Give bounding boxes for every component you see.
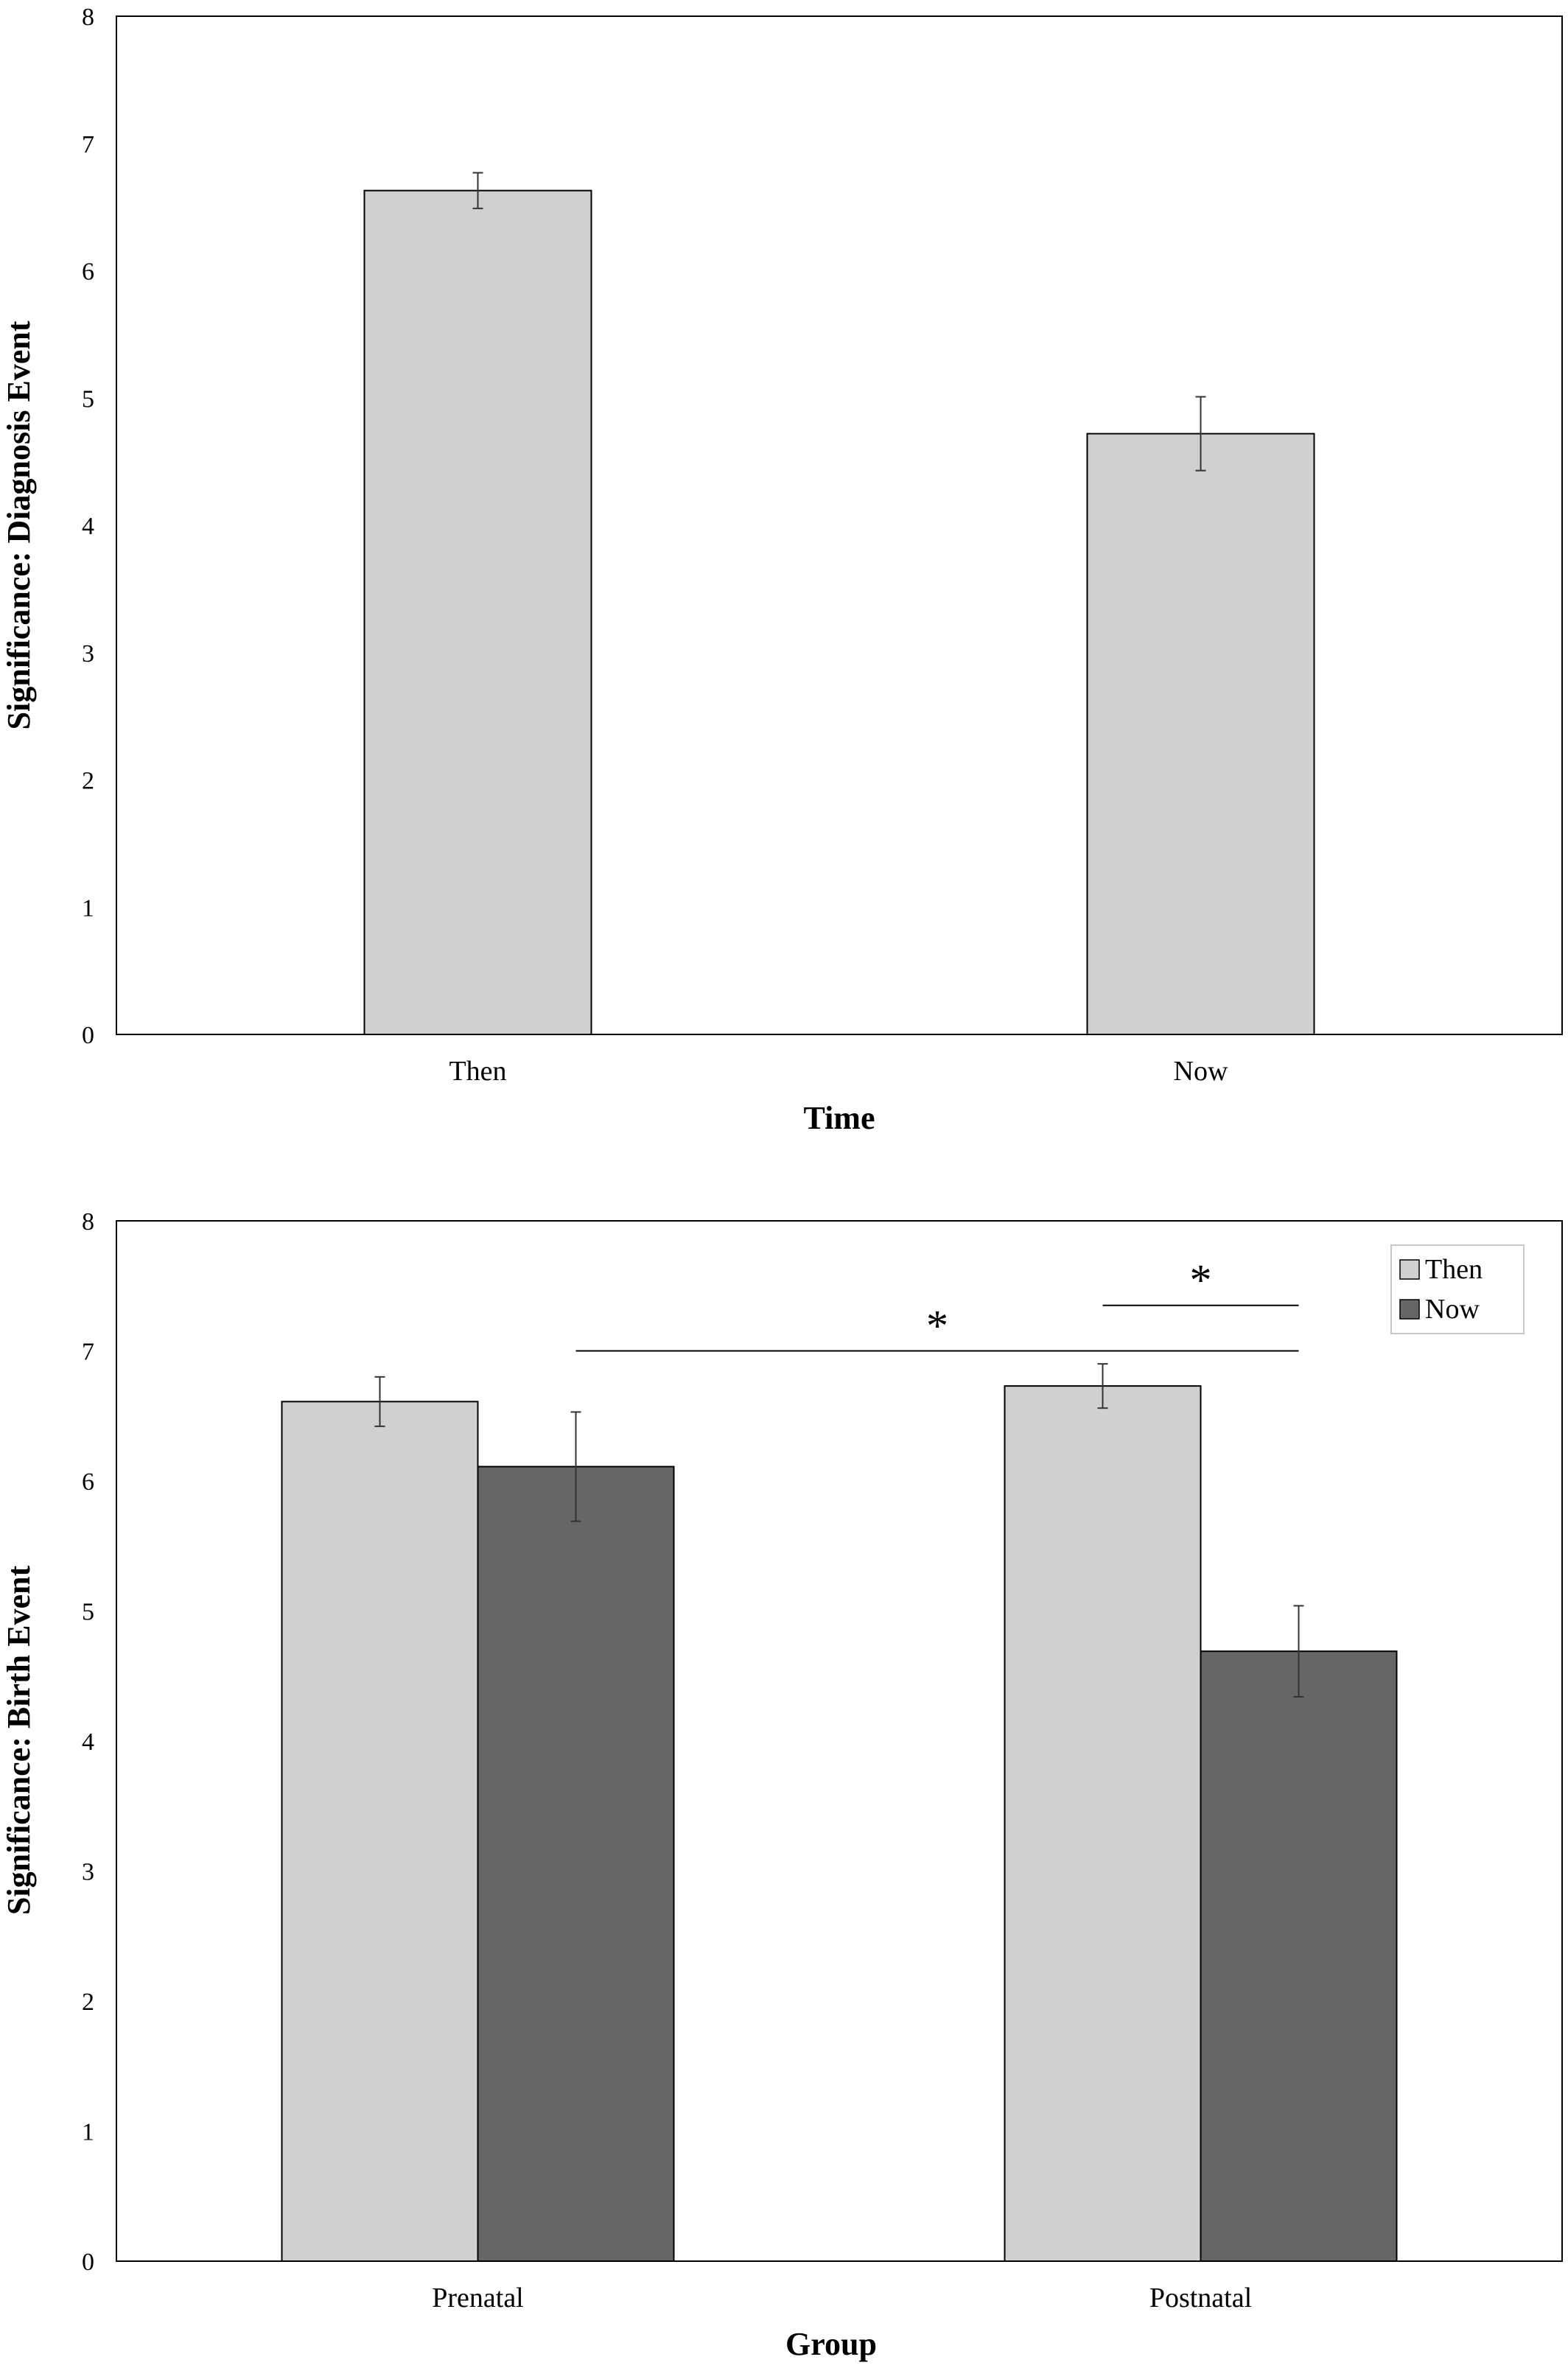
y-tick-label-1-1: 1	[82, 894, 94, 922]
y-ticks-2: 0 1 2 3 4 5 6 7 8	[82, 1208, 94, 2276]
x-tick-label-postnatal: Postnatal	[1149, 2283, 1252, 2313]
error-bar-now	[1195, 396, 1206, 472]
y-tick-label-2-2: 2	[82, 1989, 94, 2016]
x-ticks-1: Then Now	[449, 1056, 1228, 1087]
error-bar-prenatal-now	[570, 1411, 581, 1522]
y-tick-label-2-8: 8	[82, 1208, 94, 1236]
significance-star-1: *	[926, 1302, 948, 1351]
plot-area-2	[116, 1220, 1563, 2262]
bar-postnatal-now	[1200, 1650, 1398, 2263]
y-axis-title-2: Significance: Birth Event	[1, 1566, 37, 1916]
significance-bracket-1: *	[575, 1302, 1299, 1352]
chart-diagnosis-event: 0 1 2 3 4 5 6 7 8 Then Now Time Significance: Dia…	[1, 4, 1563, 1136]
x-tick-label-now: Now	[1174, 1056, 1228, 1087]
bar-postnatal-then	[1004, 1385, 1202, 2262]
error-bar-then	[472, 172, 483, 209]
y-tick-label-2-5: 5	[82, 1599, 94, 1626]
bar-now	[1086, 432, 1315, 1035]
error-bars-2	[374, 1363, 1304, 1698]
y-tick-label-1-4: 4	[82, 513, 94, 540]
x-axis-title-2: Group	[785, 2326, 877, 2362]
y-ticks-1: 0 1 2 3 4 5 6 7 8	[82, 4, 94, 1049]
bars-2	[281, 1385, 1398, 2263]
y-tick-label-2-6: 6	[82, 1468, 94, 1496]
legend-swatch-now	[1399, 1299, 1420, 1320]
y-tick-label-2-1: 1	[82, 2119, 94, 2146]
legend-label-then: Then	[1425, 1254, 1483, 1285]
legend: Then Now	[1390, 1244, 1525, 1334]
y-tick-label-2-3: 3	[82, 1859, 94, 1886]
x-axis-title-1: Time	[804, 1100, 875, 1136]
y-tick-label-2-4: 4	[82, 1728, 94, 1756]
error-bar-prenatal-then	[374, 1376, 385, 1427]
legend-swatch-then	[1399, 1259, 1420, 1280]
x-ticks-2: Prenatal Postnatal	[432, 2283, 1252, 2313]
y-tick-label-1-8: 8	[82, 4, 94, 31]
bar-then	[363, 189, 592, 1036]
y-tick-label-2-7: 7	[82, 1339, 94, 1366]
bar-prenatal-now	[477, 1465, 675, 2262]
x-tick-label-prenatal: Prenatal	[432, 2283, 524, 2313]
y-tick-label-2-0: 0	[82, 2249, 94, 2276]
significance-bracket-2: *	[1102, 1256, 1299, 1306]
y-tick-label-1-5: 5	[82, 385, 94, 413]
error-bar-postnatal-then	[1097, 1363, 1108, 1409]
y-tick-label-1-3: 3	[82, 640, 94, 668]
y-axis-title-1: Significance: Diagnosis Event	[1, 320, 37, 729]
y-tick-label-1-7: 7	[82, 131, 94, 158]
bars-1	[363, 189, 1315, 1036]
error-bar-postnatal-now	[1293, 1605, 1304, 1698]
significance-annotations: **	[575, 1256, 1299, 1352]
y-tick-label-1-0: 0	[82, 1022, 94, 1049]
y-tick-label-1-2: 2	[82, 768, 94, 795]
x-tick-label-then: Then	[449, 1056, 506, 1087]
legend-label-now: Now	[1425, 1294, 1480, 1325]
plot-area-1	[116, 15, 1563, 1035]
y-tick-label-1-6: 6	[82, 259, 94, 286]
significance-star-2: *	[1190, 1256, 1212, 1305]
bar-prenatal-then	[281, 1401, 479, 2262]
error-bars-1	[472, 172, 1206, 472]
